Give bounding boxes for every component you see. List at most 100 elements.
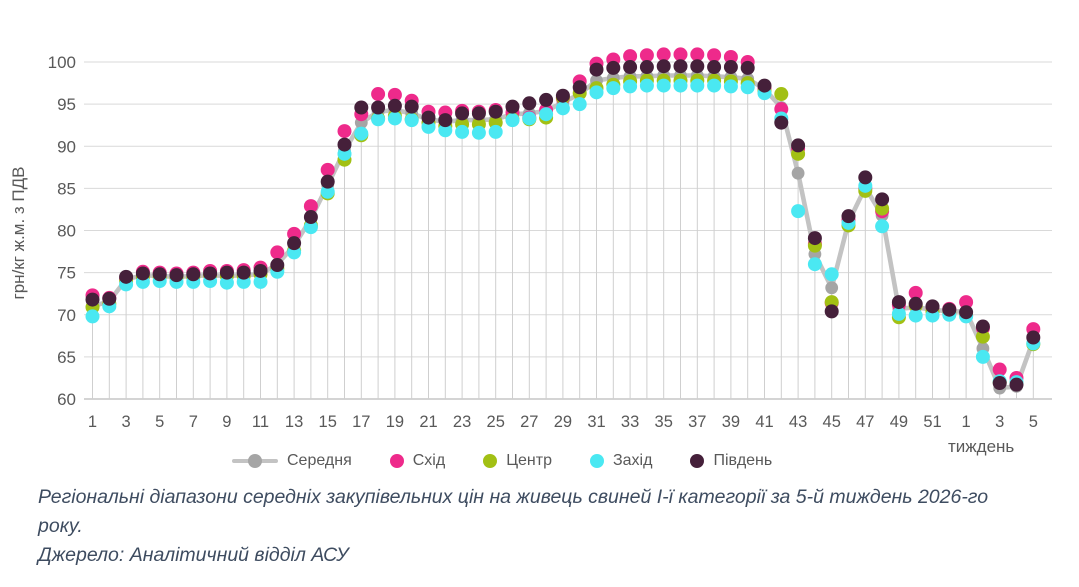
data-point <box>253 263 268 278</box>
data-point <box>421 110 436 125</box>
x-tick-label: 51 <box>923 413 941 431</box>
data-point <box>925 299 940 314</box>
data-point <box>135 266 150 281</box>
x-tick-label: 11 <box>252 413 269 431</box>
data-point <box>589 85 604 100</box>
y-tick-label: 65 <box>57 348 76 367</box>
data-point <box>1009 377 1024 392</box>
data-point <box>723 79 738 94</box>
data-point <box>807 231 822 246</box>
data-point <box>320 174 335 189</box>
data-point <box>673 59 688 74</box>
data-point <box>639 48 654 63</box>
data-point <box>875 219 890 234</box>
data-point <box>455 124 470 139</box>
data-point <box>841 209 856 224</box>
data-point <box>707 78 722 93</box>
data-point <box>858 170 873 185</box>
data-point <box>942 302 957 317</box>
data-point <box>522 96 537 111</box>
data-point <box>825 281 839 295</box>
data-point <box>707 60 722 75</box>
x-tick-label: 23 <box>453 413 471 431</box>
x-tick-label: 43 <box>789 413 807 431</box>
x-tick-label: 13 <box>285 413 303 431</box>
x-axis-tick-labels: 1 3 5 7 9 11 13 15 17 19 21 23 25 27 29 31 33 35 37 39 41 43 4… <box>88 413 1038 431</box>
data-point <box>270 245 285 260</box>
y-tick-label: 85 <box>57 179 76 198</box>
legend-dot-icon <box>589 454 604 468</box>
legend-label: Захід <box>612 452 653 469</box>
data-point <box>85 309 100 324</box>
x-tick-label: 41 <box>755 413 773 431</box>
x-tick-label: 3 <box>122 413 131 431</box>
data-point <box>337 124 352 139</box>
data-point <box>656 78 671 93</box>
data-point <box>438 113 453 128</box>
data-point <box>623 79 638 94</box>
data-point <box>975 319 990 334</box>
data-point <box>488 104 503 119</box>
data-point <box>740 60 755 75</box>
data-point <box>287 236 302 251</box>
legend-item-Схід: Схід <box>389 452 445 470</box>
data-point <box>471 125 486 140</box>
data-point <box>102 291 117 306</box>
data-point <box>169 268 184 283</box>
data-point <box>807 257 822 272</box>
data-point <box>723 60 738 75</box>
data-point <box>219 265 234 280</box>
data-point <box>1026 330 1041 345</box>
data-point <box>522 111 537 126</box>
data-point <box>371 100 386 115</box>
data-point <box>975 349 990 364</box>
legend-item-Захід: Захід <box>589 452 653 470</box>
data-point <box>975 329 990 344</box>
data-point <box>690 47 705 62</box>
x-tick-label: 33 <box>621 413 639 431</box>
data-point <box>555 88 570 103</box>
data-point <box>606 81 621 96</box>
series-Південь <box>85 59 1041 392</box>
data-point <box>992 375 1007 390</box>
y-axis-tick-labels: 100 95 90 85 80 75 70 65 60 <box>48 53 76 409</box>
data-point <box>791 166 805 180</box>
data-point <box>539 107 554 122</box>
data-point <box>959 295 974 310</box>
data-point <box>354 100 369 115</box>
x-tick-label: 15 <box>319 413 337 431</box>
data-point <box>455 106 470 121</box>
data-point <box>639 60 654 75</box>
x-tick-label: 45 <box>823 413 841 431</box>
data-point <box>891 306 906 321</box>
x-tick-label: 1 <box>962 413 971 431</box>
data-point <box>555 101 570 116</box>
y-tick-label: 75 <box>57 264 76 283</box>
data-point <box>303 220 318 235</box>
data-point <box>673 78 688 93</box>
data-point <box>908 308 923 323</box>
data-point <box>371 112 386 127</box>
y-tick-label: 90 <box>57 137 76 156</box>
legend-label: Центр <box>506 452 552 469</box>
x-tick-label: 31 <box>587 413 605 431</box>
data-point <box>774 87 789 102</box>
data-point <box>253 274 268 289</box>
data-point <box>723 49 738 64</box>
data-point <box>505 113 520 128</box>
chart-legend: Середня Схід Центр Захід Південь <box>232 452 772 470</box>
data-point <box>908 296 923 311</box>
data-point <box>354 126 369 141</box>
x-tick-label: 19 <box>386 413 404 431</box>
data-point <box>656 47 671 62</box>
y-tick-label: 100 <box>48 53 76 72</box>
data-point <box>623 60 638 75</box>
data-point <box>270 258 285 273</box>
x-tick-label: 47 <box>856 413 874 431</box>
data-point <box>337 137 352 152</box>
data-point <box>740 80 755 95</box>
x-tick-label: 21 <box>419 413 437 431</box>
series-layer <box>85 47 1041 395</box>
